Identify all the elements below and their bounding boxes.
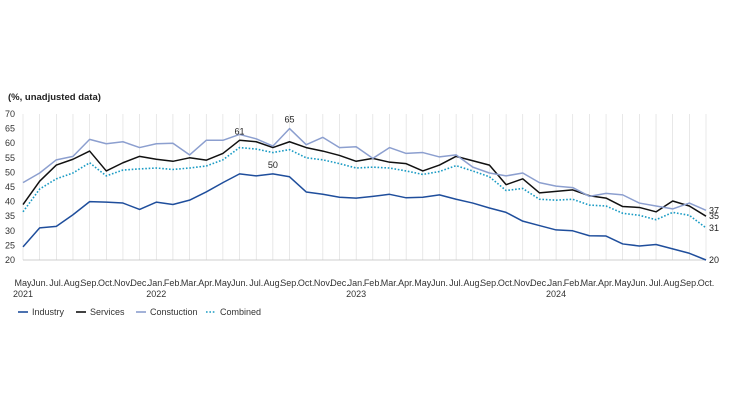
gridlines [22, 114, 707, 261]
y-tick-label-50: 50 [5, 167, 15, 177]
x-tick-label-29: Oct. [498, 278, 515, 288]
x-year-label-2022: 2022 [146, 289, 166, 299]
data-label-50: 50 [268, 160, 278, 170]
x-tick-label-41: Oct. [698, 278, 715, 288]
y-tick-label-60: 60 [5, 138, 15, 148]
series-line-industry [22, 173, 707, 261]
y-tick-label-65: 65 [5, 124, 15, 134]
x-tick-label-30: Nov. [514, 278, 532, 288]
x-tick-label-4: Sep. [80, 278, 99, 288]
x-tick-label-15: Aug. [264, 278, 283, 288]
x-tick-label-3: Aug. [64, 278, 83, 288]
y-tick-label-30: 30 [5, 226, 15, 236]
x-tick-label-40: Sep. [680, 278, 699, 288]
x-tick-label-34: Mar. [581, 278, 599, 288]
x-tick-label-28: Sep. [480, 278, 499, 288]
y-tick-label-70: 70 [5, 109, 15, 119]
legend-label-combined: Combined [220, 307, 261, 317]
x-tick-label-11: Apr. [198, 278, 214, 288]
x-tick-label-26: Jul. [449, 278, 463, 288]
x-year-label-2021: 2021 [13, 289, 33, 299]
series-line-combined [22, 146, 707, 229]
x-tick-label-35: Apr. [598, 278, 614, 288]
legend-label-constuction: Constuction [150, 307, 198, 317]
x-tick-label-1: Jun. [31, 278, 48, 288]
data-label-61: 61 [235, 126, 245, 136]
data-label-20: 20 [709, 255, 719, 265]
y-tick-label-55: 55 [5, 153, 15, 163]
x-tick-label-18: Nov. [314, 278, 332, 288]
x-tick-label-16: Sep. [280, 278, 299, 288]
x-year-label-2023: 2023 [346, 289, 366, 299]
x-tick-label-7: Dec. [130, 278, 149, 288]
x-tick-label-13: Jun. [231, 278, 248, 288]
x-tick-label-24: May [414, 278, 432, 288]
x-tick-label-12: May [214, 278, 232, 288]
y-axis-ticks: 20 25 30 35 40 45 50 55 60 65 70 [5, 109, 15, 265]
y-tick-label-35: 35 [5, 211, 15, 221]
y-tick-label-20: 20 [5, 255, 15, 265]
x-axis-ticks: May Jun. Jul. Aug.Sep. Oct. Nov.Dec.Jan. Feb.M… [13, 278, 714, 299]
data-label-31: 31 [709, 223, 719, 233]
x-tick-label-36: May [614, 278, 632, 288]
y-tick-label-40: 40 [5, 197, 15, 207]
x-tick-label-21: Feb. [364, 278, 382, 288]
x-tick-label-31: Dec. [530, 278, 549, 288]
x-tick-label-23: Apr. [398, 278, 414, 288]
x-tick-label-25: Jun. [431, 278, 448, 288]
x-tick-label-17: Oct. [298, 278, 315, 288]
data-label-37: 37 [709, 205, 719, 215]
x-tick-label-2: Jul. [49, 278, 63, 288]
series-lines [22, 127, 707, 261]
x-tick-label-19: Dec. [330, 278, 349, 288]
x-tick-label-32: Jan. [548, 278, 565, 288]
x-tick-label-6: Nov. [114, 278, 132, 288]
x-year-label-2024: 2024 [546, 289, 566, 299]
x-tick-label-22: Mar. [381, 278, 399, 288]
x-tick-label-38: Jul. [649, 278, 663, 288]
data-label-65: 65 [285, 115, 295, 125]
x-tick-label-20: Jan. [348, 278, 365, 288]
x-tick-label-37: Jun. [631, 278, 648, 288]
y-tick-label-45: 45 [5, 182, 15, 192]
legend: Industry Services Constuction Combined [18, 307, 261, 317]
legend-label-industry: Industry [32, 307, 65, 317]
x-tick-label-10: Mar. [181, 278, 199, 288]
x-tick-label-14: Jul. [249, 278, 263, 288]
x-tick-label-39: Aug. [663, 278, 682, 288]
x-tick-label-33: Feb. [564, 278, 582, 288]
series-line-constuction [22, 127, 707, 212]
y-tick-label-25: 25 [5, 240, 15, 250]
x-tick-label-8: Jan. [148, 278, 165, 288]
x-tick-label-5: Oct. [98, 278, 115, 288]
x-tick-label-0: May [14, 278, 32, 288]
x-tick-label-27: Aug. [464, 278, 483, 288]
data-label-35: 35 [709, 211, 719, 221]
legend-label-services: Services [90, 307, 125, 317]
x-tick-label-9: Feb. [164, 278, 182, 288]
y-axis-unit-label: (%, unadjusted data) [8, 92, 101, 103]
